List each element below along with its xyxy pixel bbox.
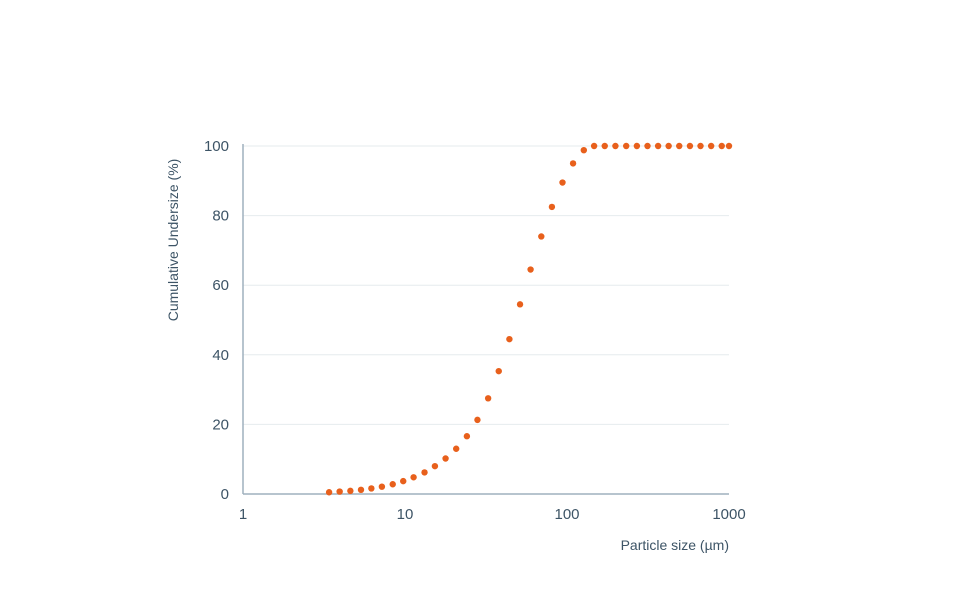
data-point [389, 481, 396, 488]
data-point [400, 477, 407, 485]
data-point [421, 469, 428, 476]
data-points [325, 142, 733, 496]
data-point [516, 301, 524, 308]
y-tick-label: 0 [221, 486, 229, 503]
data-point [601, 142, 608, 150]
data-point [697, 142, 704, 150]
data-point [654, 142, 662, 150]
data-point [527, 266, 534, 273]
data-point [378, 483, 386, 490]
data-point [325, 489, 333, 496]
data-point [590, 142, 598, 150]
data-point [580, 146, 588, 154]
y-tick-label: 100 [204, 138, 229, 155]
data-point [336, 488, 343, 495]
data-point [707, 142, 715, 150]
data-point [612, 142, 619, 150]
data-point [347, 487, 354, 495]
grid-lines [243, 145, 729, 425]
y-tick-label: 60 [212, 277, 229, 294]
data-point [644, 142, 651, 150]
data-point [495, 367, 502, 375]
y-tick-label: 80 [212, 208, 229, 225]
data-point [484, 395, 492, 402]
data-point [538, 233, 545, 240]
y-tick-label: 20 [212, 416, 229, 433]
x-axis-title: Particle size (µm) [621, 537, 729, 553]
data-point [357, 486, 365, 494]
data-point [676, 142, 683, 150]
data-point [623, 142, 630, 150]
data-point [633, 142, 641, 150]
data-point [686, 142, 694, 150]
data-point [718, 142, 725, 150]
data-point [442, 455, 449, 462]
y-tick-label: 40 [212, 347, 229, 364]
x-tick-labels: 1 10 100 1000 [239, 506, 746, 523]
data-point [410, 474, 417, 481]
data-point [431, 462, 439, 470]
data-point [725, 142, 733, 150]
data-point [368, 485, 375, 492]
y-axis-title: Cumulative Undersize (%) [165, 159, 181, 322]
data-point [559, 179, 566, 186]
data-point [548, 203, 556, 211]
x-tick-label: 1 [239, 506, 247, 523]
data-point [569, 160, 577, 167]
data-point [506, 335, 513, 343]
data-point [463, 433, 471, 440]
data-point [665, 142, 672, 150]
x-tick-label: 1000 [712, 506, 745, 523]
x-tick-label: 100 [554, 506, 579, 523]
y-tick-labels: 0 20 40 60 80 100 [204, 138, 229, 503]
data-point [452, 445, 460, 452]
x-tick-label: 10 [397, 506, 414, 523]
data-point [474, 416, 481, 424]
